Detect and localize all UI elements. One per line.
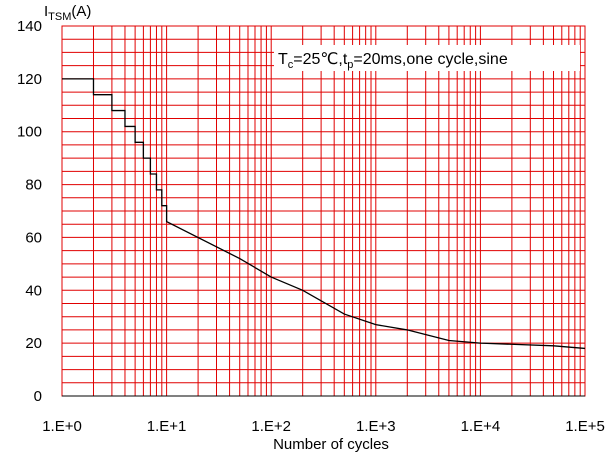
annotation-part-2: =20ms,one cycle,sine [353,51,507,68]
annotation-part-1: =25℃,t [293,51,348,68]
annotation-tp-subscript: p [347,59,353,71]
annotation: Tc=25℃,tp=20ms,one cycle,sine [278,51,508,71]
y-tick-label: 40 [25,282,42,299]
y-tick-labels: 0 20 40 60 80 100 120 140 [17,18,42,405]
y-tick-label: 80 [25,177,42,194]
grid [61,25,586,397]
y-axis-label-unit: (A) [71,3,91,20]
y-tick-label: 20 [25,335,42,352]
x-tick-label: 1.E+5 [565,418,605,435]
x-tick-label: 1.E+2 [251,418,291,435]
y-tick-label: 60 [25,229,42,246]
y-tick-label: 140 [17,18,42,35]
annotation-t-subscript: c [288,59,294,71]
x-tick-label: 1.E+4 [461,418,501,435]
x-tick-labels: 1.E+0 1.E+1 1.E+2 1.E+3 1.E+4 1.E+5 [42,418,605,435]
annotation-t: T [278,51,288,68]
plot-frame [61,25,586,397]
y-tick-label: 100 [17,124,42,141]
y-axis-label-main: I [44,3,48,20]
surge-current-line [62,78,586,350]
annotation-box [274,45,580,71]
x-tick-label: 1.E+1 [147,418,187,435]
y-tick-label: 120 [17,71,42,88]
y-axis-label: ITSM(A) [44,3,91,23]
series [62,78,586,350]
x-tick-label: 1.E+0 [42,418,82,435]
y-axis-label-subscript: TSM [48,11,71,23]
y-tick-label: 0 [34,388,42,405]
x-tick-label: 1.E+3 [356,418,396,435]
x-axis-label: Number of cycles [273,436,389,453]
